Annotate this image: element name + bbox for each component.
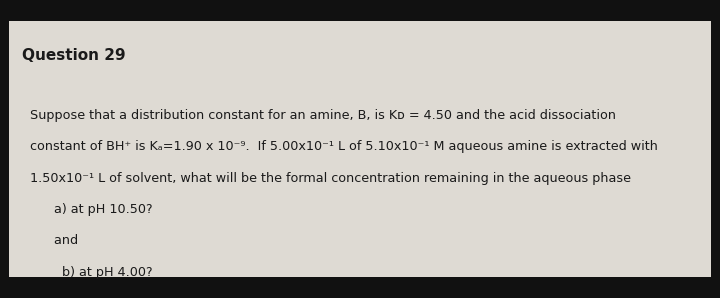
Text: 1.50x10⁻¹ L of solvent, what will be the formal concentration remaining in the a: 1.50x10⁻¹ L of solvent, what will be the… [22,172,631,185]
Text: and: and [22,234,78,247]
Text: constant of BH⁺ is Kₐ=1.90 x 10⁻⁹.  If 5.00x10⁻¹ L of 5.10x10⁻¹ M aqueous amine : constant of BH⁺ is Kₐ=1.90 x 10⁻⁹. If 5.… [22,140,657,153]
Text: Question 29: Question 29 [22,48,125,63]
Text: b) at pH 4.00?: b) at pH 4.00? [22,266,152,279]
Text: a) at pH 10.50?: a) at pH 10.50? [22,203,152,216]
Text: Suppose that a distribution constant for an amine, B, is Kᴅ = 4.50 and the acid : Suppose that a distribution constant for… [22,109,616,122]
